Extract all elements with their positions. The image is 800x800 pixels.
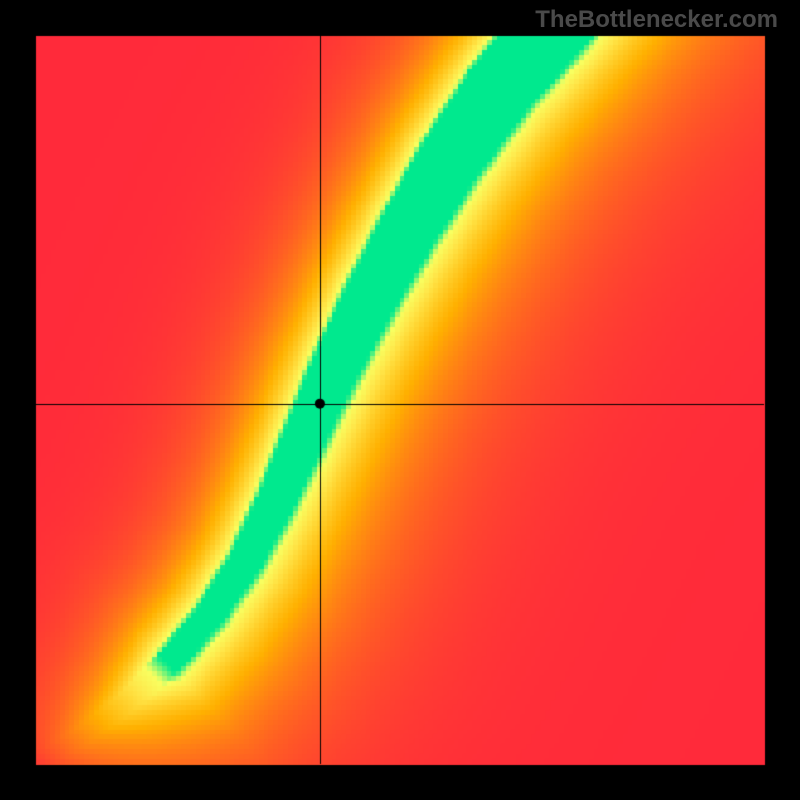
chart-frame: TheBottlenecker.com (0, 0, 800, 800)
bottleneck-heatmap-canvas (0, 0, 800, 800)
watermark-text: TheBottlenecker.com (535, 6, 778, 34)
